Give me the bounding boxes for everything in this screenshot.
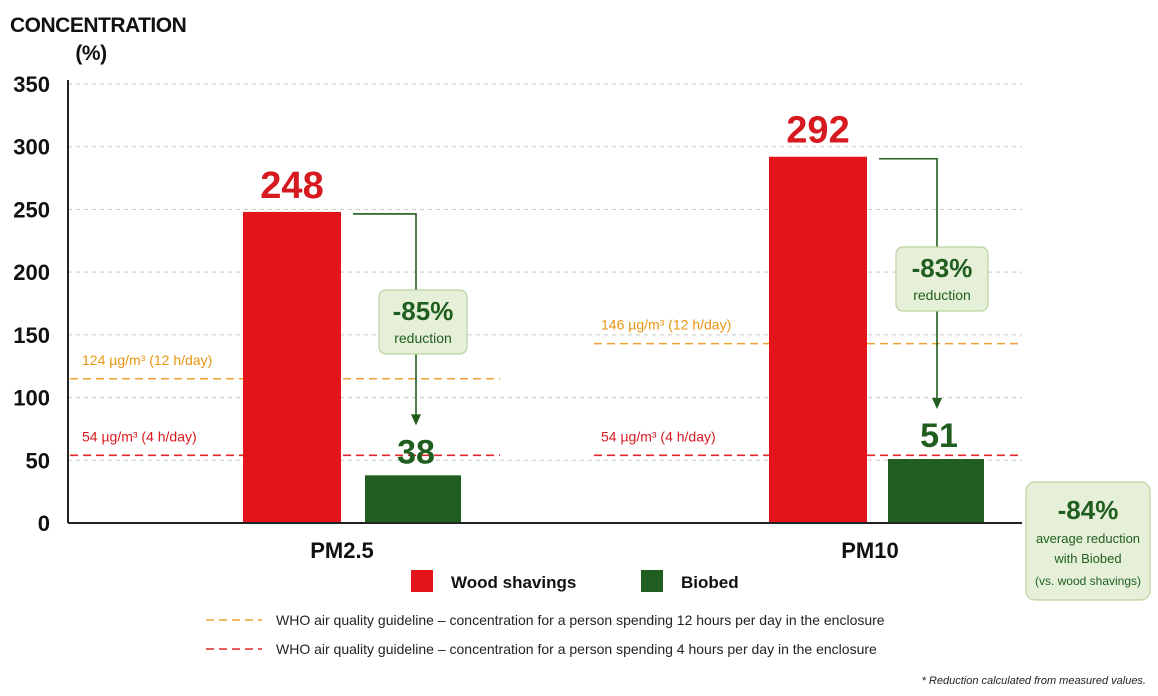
y-tick-label: 100: [13, 386, 50, 411]
reference-label-who12: 146 µg/m³ (12 h/day): [601, 317, 731, 333]
data-label-biobed: 38: [397, 433, 435, 471]
data-label-wood-shavings: 248: [260, 165, 323, 207]
bar-biobed: [365, 475, 461, 523]
average-line1: average reduction: [1036, 531, 1140, 546]
reduction-label: reduction: [394, 330, 452, 346]
y-tick-label: 300: [13, 135, 50, 160]
average-callout-box: [1025, 481, 1151, 601]
reference-label-who4: 54 µg/m³ (4 h/day): [82, 428, 197, 444]
legend-label-biobed: Biobed: [681, 573, 739, 592]
y-tick-label: 150: [13, 323, 50, 348]
average-value: -84%: [1058, 495, 1119, 525]
reduction-arrows: -85% reduction -83% reduction: [353, 157, 989, 426]
legend: Wood shavings Biobed WHO air quality guide…: [206, 570, 885, 657]
reduction-arrow-head: [411, 414, 421, 426]
reduction-value: -85%: [393, 296, 454, 326]
y-tick-label: 50: [26, 448, 50, 473]
y-tick-label: 0: [38, 511, 50, 536]
data-label-biobed: 51: [920, 417, 958, 455]
legend-line-label-who12: WHO air quality guideline – concentratio…: [276, 612, 885, 628]
data-label-wood-shavings: 292: [786, 110, 849, 152]
bar-biobed: [888, 459, 984, 523]
x-categories: PM2.5 PM10: [310, 538, 899, 563]
x-category-label: PM10: [841, 538, 898, 563]
reduction-value: -83%: [912, 253, 973, 283]
gridlines: [68, 83, 1022, 461]
legend-swatch-biobed: [641, 570, 663, 592]
reference-lines: 124 µg/m³ (12 h/day) 54 µg/m³ (4 h/day) 14…: [70, 317, 1018, 457]
legend-label-wood-shavings: Wood shavings: [451, 573, 576, 592]
reference-label-who12: 124 µg/m³ (12 h/day): [82, 352, 212, 368]
legend-swatch-wood-shavings: [411, 570, 433, 592]
y-ticks: 0 50 100 150 200 250 300 350: [13, 72, 50, 536]
average-line3: (vs. wood shavings): [1035, 574, 1141, 588]
legend-line-label-who4: WHO air quality guideline – concentratio…: [276, 641, 877, 657]
reduction-callout-box: [378, 289, 468, 355]
bars: 248 38 292 51: [243, 110, 984, 524]
reference-label-who4: 54 µg/m³ (4 h/day): [601, 428, 716, 444]
footnote: * Reduction calculated from measured val…: [922, 675, 1146, 687]
average-reduction-callout: -84% average reduction with Biobed (vs. woo…: [1025, 481, 1151, 601]
bar-wood-shavings: [243, 211, 341, 524]
y-axis-unit: (%): [75, 42, 106, 65]
reduction-label: reduction: [913, 287, 971, 303]
y-axis-title: CONCENTRATION: [10, 14, 186, 37]
y-tick-label: 350: [13, 72, 50, 97]
y-tick-label: 250: [13, 197, 50, 222]
x-category-label: PM2.5: [310, 538, 374, 563]
bar-wood-shavings: [769, 156, 867, 523]
average-line2: with Biobed: [1053, 551, 1121, 566]
y-tick-label: 200: [13, 260, 50, 285]
reduction-arrow-head: [932, 398, 942, 410]
reduction-callout-box: [895, 246, 989, 312]
reduction-arrow-line: [879, 157, 938, 400]
